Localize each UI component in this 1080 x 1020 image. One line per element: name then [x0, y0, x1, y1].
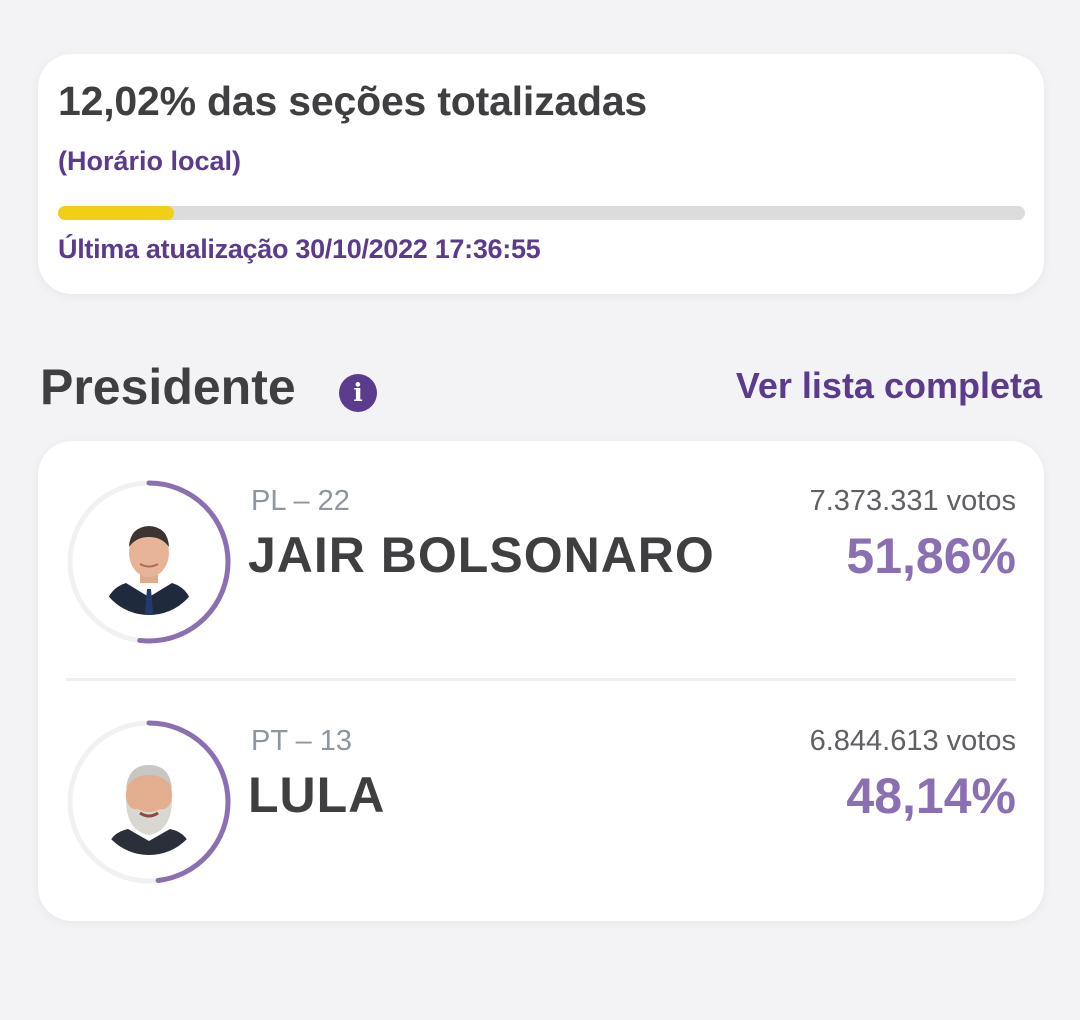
- candidate-photo: [96, 509, 202, 615]
- vote-share-ring: [67, 480, 231, 644]
- local-time-note: (Horário local): [58, 146, 242, 176]
- candidate-name: JAIR BOLSONARO: [248, 527, 715, 583]
- see-full-list-link[interactable]: Ver lista completa: [735, 365, 1042, 406]
- progress-fill: [58, 206, 175, 220]
- candidate-photo: [96, 749, 202, 855]
- person-icon: [96, 749, 202, 855]
- totalization-progress-bar: [58, 206, 1025, 220]
- totalization-title: 12,02% das seções totalizadas: [58, 78, 648, 124]
- party-number: PL – 22: [251, 485, 350, 517]
- vote-percentage: 48,14%: [846, 768, 1016, 824]
- candidate-name: LULA: [248, 767, 386, 823]
- section-title: Presidente: [40, 359, 296, 415]
- totalization-card: 12,02% das seções totalizadas (Horário l…: [38, 54, 1044, 294]
- avatar: [66, 719, 232, 885]
- vote-count: 7.373.331 votos: [809, 485, 1016, 517]
- candidate-row-bolsonaro[interactable]: PL – 22 JAIR BOLSONARO 7.373.331 votos 5…: [38, 479, 1044, 679]
- info-icon[interactable]: i: [339, 374, 377, 412]
- divider: [66, 678, 1016, 681]
- results-card: PL – 22 JAIR BOLSONARO 7.373.331 votos 5…: [38, 441, 1044, 921]
- vote-percentage: 51,86%: [846, 528, 1016, 584]
- avatar: [66, 479, 232, 645]
- party-number: PT – 13: [251, 725, 353, 757]
- vote-count: 6.844.613 votos: [809, 725, 1016, 757]
- candidate-row-lula[interactable]: PT – 13 LULA 6.844.613 votos 48,14%: [38, 719, 1044, 919]
- last-update-timestamp: Última atualização 30/10/2022 17:36:55: [58, 234, 541, 264]
- person-icon: [96, 509, 202, 615]
- vote-share-ring: [67, 720, 231, 884]
